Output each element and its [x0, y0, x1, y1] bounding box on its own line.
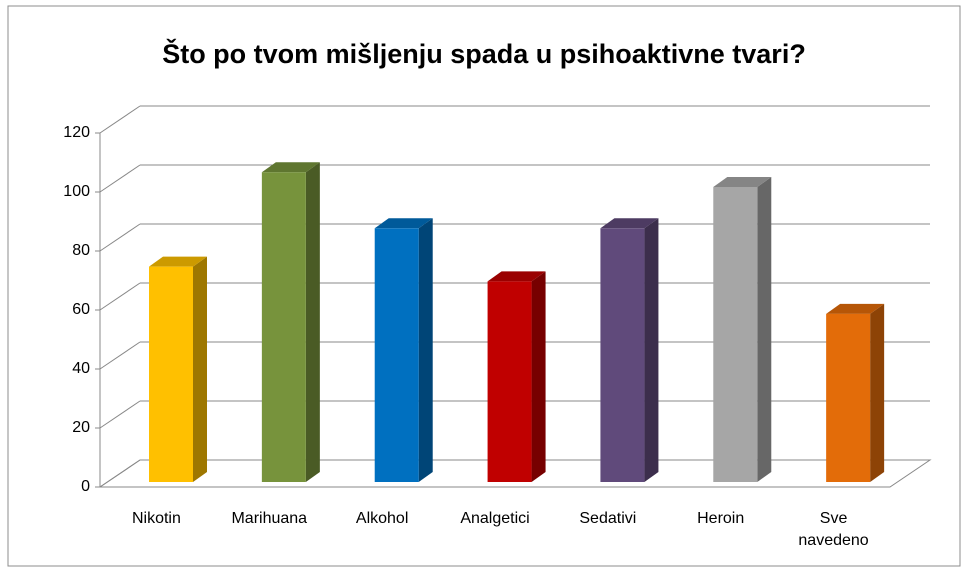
bar	[826, 313, 871, 482]
bar	[487, 281, 532, 482]
y-tick-label: 20	[72, 419, 90, 436]
bar-top	[600, 218, 659, 229]
bar-side	[193, 256, 207, 482]
x-tick-label: Analgetici	[460, 510, 530, 527]
bar-top	[713, 177, 772, 187]
bar-top	[149, 256, 207, 267]
bar-side	[757, 177, 772, 482]
y-tick-label: 0	[81, 478, 90, 495]
x-tick-label: Sve navedeno	[798, 510, 869, 549]
bar	[713, 187, 758, 482]
grid-line	[99, 223, 141, 252]
bar	[261, 172, 306, 482]
grid-line	[99, 400, 141, 429]
bar-top	[487, 271, 546, 282]
bar-side	[531, 271, 546, 482]
x-tick-label: Marihuana	[231, 510, 308, 527]
chart-title: Što po tvom mišljenju spada u psihoaktiv…	[162, 38, 806, 69]
bar	[149, 266, 193, 482]
x-tick-label: Alkohol	[355, 510, 409, 527]
bar-top	[261, 162, 320, 173]
y-tick-label: 80	[72, 242, 90, 259]
bar-top	[826, 303, 885, 314]
y-tick-label: 120	[63, 124, 90, 141]
bar-side	[305, 162, 320, 482]
x-tick-label: Heroin	[697, 510, 745, 527]
x-tick-label: Nikotin	[131, 510, 181, 527]
x-tick-label: Sedativi	[579, 510, 637, 527]
grid-line	[99, 459, 141, 488]
y-tick-label: 40	[72, 360, 90, 377]
y-tick-label: 100	[63, 183, 90, 200]
bar	[374, 228, 419, 482]
grid-line	[99, 164, 141, 193]
bar	[600, 228, 645, 482]
y-tick-label: 60	[72, 301, 90, 318]
grid-line	[99, 282, 141, 311]
grid-line	[99, 341, 141, 370]
grid-line	[99, 105, 141, 134]
bar-side	[418, 218, 433, 483]
bar-side	[870, 303, 885, 482]
bar-top	[374, 218, 433, 229]
bar-side	[644, 218, 659, 483]
